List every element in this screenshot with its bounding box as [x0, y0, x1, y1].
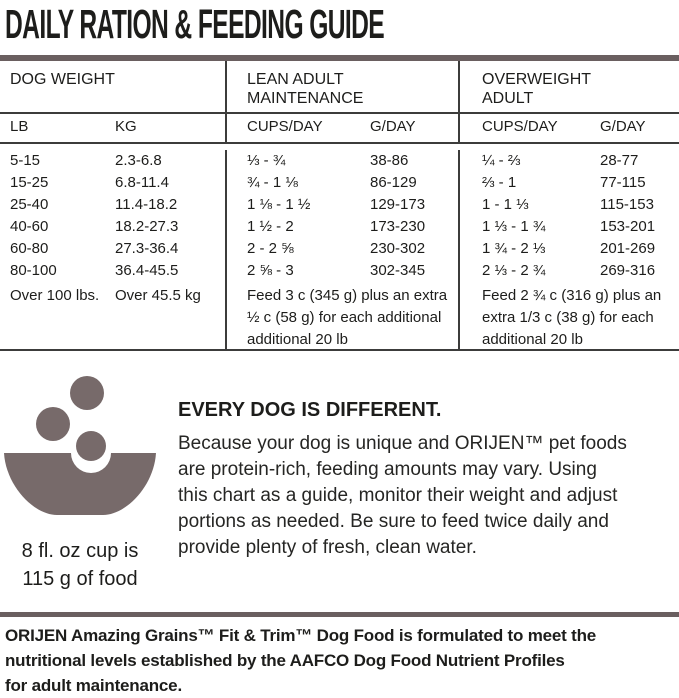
feed-note-line: additional 20 lb — [482, 331, 583, 348]
cell-lb: 15-25 — [10, 174, 49, 191]
cell-over-cups: 1 ⅓ - 1 ¾ — [458, 216, 600, 238]
table-row: 5-15 2.3-6.8 ⅓ - ¾ 38-86 ¼ - ⅔ 28-77 — [0, 150, 679, 172]
cell-lean-cups: 1 ⅛ - 1 ½ — [225, 194, 370, 216]
feed-note-line: Feed 3 c (345 g) plus an extra — [247, 287, 448, 304]
cell-lb: 25-40 — [10, 196, 49, 213]
cell-kg: 18.2-27.3 — [115, 218, 179, 235]
page-title-text: DAILY RATION & FEEDING GUIDE — [5, 1, 385, 47]
cell-over-g: 115-153 — [600, 196, 654, 213]
cell-over-cups: 2 ⅓ - 2 ¾ — [458, 260, 600, 282]
cell-over-cups: ⅔ - 1 — [458, 172, 600, 194]
cell-over-cups: 1 ¾ - 2 ⅓ — [458, 238, 600, 260]
cell-over-g: 153-201 — [600, 218, 656, 235]
feeding-table: DOG WEIGHT LEAN ADULT MAINTENANCE OVERWE… — [0, 61, 679, 351]
cell-lean-cups: 2 ⅝ - 3 — [225, 260, 370, 282]
cell-over-g: 269-316 — [600, 262, 656, 279]
cup-caption-line2: 115 g of food — [22, 568, 138, 590]
cell-lean-g: 38-86 — [370, 152, 409, 169]
col-header-over-cups: CUPS/DAY — [458, 114, 600, 142]
cell-lean-g: 173-230 — [370, 218, 426, 235]
table-row: 40-60 18.2-27.3 1 ½ - 2 173-230 1 ⅓ - 1 … — [0, 216, 679, 238]
cell-lean-g: 129-173 — [370, 196, 426, 213]
cup-caption-line1: 8 fl. oz cup is — [21, 540, 139, 562]
table-group-header-row: DOG WEIGHT LEAN ADULT MAINTENANCE OVERWE… — [0, 61, 679, 114]
cell-kg: 6.8-11.4 — [115, 174, 169, 191]
cell-lean-g: 86-129 — [370, 174, 417, 191]
cell-lean-g: 230-302 — [370, 240, 426, 257]
table-footer-row: Over 100 lbs. Over 45.5 kg Feed 3 c (345… — [0, 282, 679, 351]
cell-lean-feed-note: Feed 3 c (345 g) plus an extra ½ c (58 g… — [225, 282, 458, 349]
cell-kg: 2.3-6.8 — [115, 152, 162, 169]
cell-lean-cups: 2 - 2 ⅝ — [225, 238, 370, 260]
info-paragraph-line: provide plenty of fresh, clean water. — [178, 537, 477, 558]
group-header-line: OVERWEIGHT — [482, 71, 592, 88]
aafco-footnote: ORIJEN Amazing Grains™ Fit & Trim™ Dog F… — [5, 623, 596, 698]
cell-lb: 60-80 — [10, 240, 49, 257]
cell-kg: 11.4-18.2 — [115, 196, 178, 213]
aafco-footnote-line: for adult maintenance. — [5, 676, 182, 695]
group-header-overweight-adult: OVERWEIGHT ADULT — [458, 61, 679, 112]
group-header-line: MAINTENANCE — [247, 90, 364, 107]
page-title: DAILY RATION & FEEDING GUIDE — [5, 1, 637, 48]
cell-lean-cups: ¾ - 1 ⅛ — [225, 172, 370, 194]
info-paragraph-line: are protein-rich, feeding amounts may va… — [178, 459, 597, 480]
footnote-divider-bar — [0, 612, 679, 617]
group-header-lean-adult: LEAN ADULT MAINTENANCE — [225, 61, 458, 112]
cell-over-feed-note: Feed 2 ¾ c (316 g) plus an extra 1/3 c (… — [458, 282, 679, 349]
group-header-line: ADULT — [482, 90, 534, 107]
feed-note-line: ½ c (58 g) for each additional — [247, 309, 442, 326]
cell-lean-cups: 1 ½ - 2 — [225, 216, 370, 238]
feed-note-line: Feed 2 ¾ c (316 g) plus an — [482, 287, 662, 304]
table-row: 60-80 27.3-36.4 2 - 2 ⅝ 230-302 1 ¾ - 2 … — [0, 238, 679, 260]
col-header-kg: KG — [115, 118, 137, 135]
table-column-header-row: LB KG CUPS/DAY G/DAY CUPS/DAY G/DAY — [0, 114, 679, 144]
cell-lean-g: 302-345 — [370, 262, 426, 279]
aafco-footnote-line: ORIJEN Amazing Grains™ Fit & Trim™ Dog F… — [5, 626, 597, 645]
feed-note-line: extra 1/3 c (38 g) for each — [482, 309, 654, 326]
cell-over-cups: 1 - 1 ⅓ — [458, 194, 600, 216]
info-heading: EVERY DOG IS DIFFERENT. — [178, 399, 442, 421]
title-divider-bar — [0, 55, 679, 61]
group-header-line: DOG WEIGHT — [10, 71, 115, 88]
info-paragraph-line: Because your dog is unique and ORIJEN™ p… — [178, 433, 627, 454]
col-header-lean-cups: CUPS/DAY — [225, 114, 370, 142]
feed-note-line: additional 20 lb — [247, 331, 348, 348]
cell-kg: 27.3-36.4 — [115, 240, 179, 257]
info-paragraph-line: portions as needed. Be sure to feed twic… — [178, 511, 609, 532]
col-header-lb: LB — [10, 118, 29, 135]
food-bowl-icon — [4, 376, 156, 515]
cell-lb-over: Over 100 lbs. — [10, 287, 100, 304]
cell-over-g: 28-77 — [600, 152, 639, 169]
cell-kg: 36.4-45.5 — [115, 262, 179, 279]
cell-over-cups: ¼ - ⅔ — [458, 150, 600, 172]
group-header-dog-weight: DOG WEIGHT — [0, 61, 225, 112]
group-header-line: LEAN ADULT — [247, 71, 344, 88]
table-row: 15-25 6.8-11.4 ¾ - 1 ⅛ 86-129 ⅔ - 1 77-1… — [0, 172, 679, 194]
cell-lb: 5-15 — [10, 152, 41, 169]
cell-lb: 40-60 — [10, 218, 49, 235]
cell-lean-cups: ⅓ - ¾ — [225, 150, 370, 172]
info-paragraph-line: this chart as a guide, monitor their wei… — [178, 485, 618, 506]
cell-lb: 80-100 — [10, 262, 57, 279]
cup-caption: 8 fl. oz cup is 115 g of food — [0, 537, 160, 593]
cell-over-g: 201-269 — [600, 240, 656, 257]
cell-over-g: 77-115 — [600, 174, 646, 191]
table-row: 80-100 36.4-45.5 2 ⅝ - 3 302-345 2 ⅓ - 2… — [0, 260, 679, 282]
table-row: 25-40 11.4-18.2 1 ⅛ - 1 ½ 129-173 1 - 1 … — [0, 194, 679, 216]
info-paragraph: Because your dog is unique and ORIJEN™ p… — [178, 431, 627, 561]
col-header-lean-g: G/DAY — [370, 118, 416, 135]
aafco-footnote-line: nutritional levels established by the AA… — [5, 651, 565, 670]
col-header-over-g: G/DAY — [600, 118, 646, 135]
cell-kg-over: Over 45.5 kg — [115, 287, 201, 304]
